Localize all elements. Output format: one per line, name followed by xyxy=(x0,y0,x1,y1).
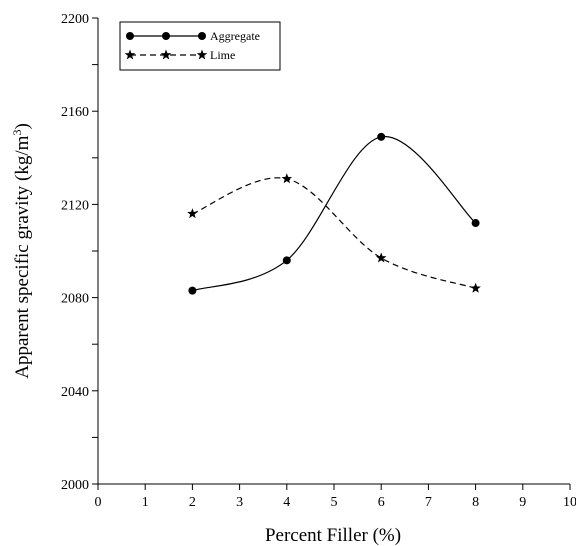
x-axis-label: Percent Filler (%) xyxy=(265,525,401,546)
y-axis-label-main: Apparent specific gravity (kg/m xyxy=(12,135,33,378)
series-lime xyxy=(187,173,481,293)
y-axis-label: Apparent specific gravity (kg/m3) xyxy=(10,123,33,379)
data-point-aggregate xyxy=(377,132,386,141)
x-tick-label: 5 xyxy=(331,495,338,510)
x-tick-label: 7 xyxy=(425,495,432,510)
data-point-lime xyxy=(470,282,481,293)
y-axis-label-close: ) xyxy=(12,123,33,129)
x-tick-label: 9 xyxy=(519,495,526,510)
legend-marker-aggregate xyxy=(162,32,170,40)
y-tick-label: 2040 xyxy=(61,385,89,400)
y-tick-label: 2000 xyxy=(61,478,89,493)
series-layer xyxy=(187,132,481,295)
x-tick-label: 8 xyxy=(472,495,479,510)
data-point-lime xyxy=(187,208,198,219)
y-axis-label-superscript: 3 xyxy=(10,130,24,136)
x-tick-label: 2 xyxy=(189,495,196,510)
legend-box xyxy=(119,21,281,71)
series-aggregate xyxy=(188,132,480,295)
data-point-aggregate xyxy=(471,219,480,228)
legend: Aggregate Lime xyxy=(119,21,281,71)
x-tick-label: 1 xyxy=(142,495,149,510)
x-tick-label: 3 xyxy=(236,495,243,510)
legend-marker-lime xyxy=(160,49,172,60)
y-tick-label: 2200 xyxy=(61,12,89,27)
y-tick-label: 2160 xyxy=(61,105,89,120)
axes: 2000 2040 2080 2120 2160 2200 0 1 2 3 4 5 6 7 8 9 10 xyxy=(61,12,576,510)
x-tick-label: 6 xyxy=(378,495,385,510)
data-point-aggregate xyxy=(282,256,291,265)
legend-marker-lime xyxy=(124,49,136,60)
data-point-lime xyxy=(375,252,387,263)
legend-label-aggregate: Aggregate xyxy=(210,29,260,43)
legend-marker-aggregate xyxy=(198,32,206,40)
y-tick-label: 2080 xyxy=(61,292,89,307)
x-tick-label: 10 xyxy=(563,495,576,510)
x-tick-label: 0 xyxy=(95,495,102,510)
legend-marker-lime xyxy=(196,49,208,60)
legend-label-lime: Lime xyxy=(210,48,235,62)
series-line-aggregate xyxy=(192,136,477,292)
data-point-lime xyxy=(281,173,293,184)
legend-marker-aggregate xyxy=(126,32,134,40)
data-point-aggregate xyxy=(188,286,197,295)
x-tick-label: 4 xyxy=(283,495,290,510)
series-line-lime xyxy=(192,177,476,289)
y-tick-label: 2120 xyxy=(61,198,89,213)
